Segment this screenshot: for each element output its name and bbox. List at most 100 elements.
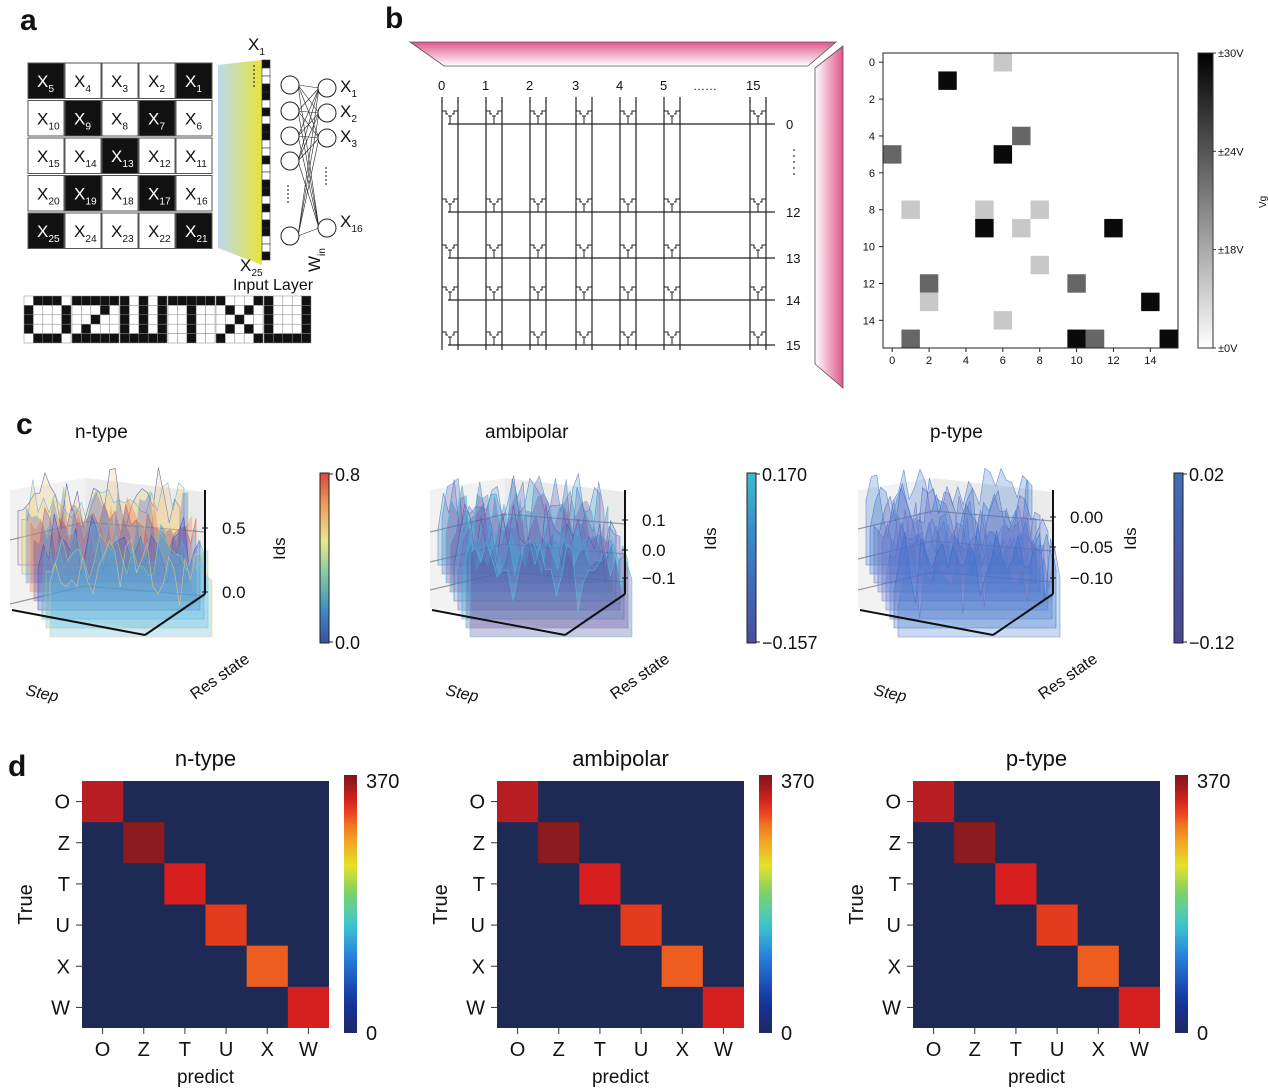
colorbar — [1197, 52, 1214, 349]
step-axis-label: Step — [24, 682, 60, 705]
y-tick-label: T — [889, 874, 901, 896]
input-layer-cell — [261, 219, 271, 229]
letter-pattern-cell-Z — [109, 314, 120, 325]
letter-pattern-cell-O — [33, 295, 44, 306]
heatmap-cell — [1030, 255, 1049, 275]
weight-edge — [297, 137, 320, 237]
input-grid-cell — [101, 62, 139, 99]
x-tick-label: 8 — [1037, 355, 1043, 367]
column-label: 4 — [616, 78, 623, 93]
ellipsis-dot — [253, 69, 255, 71]
weight-edge — [297, 135, 320, 229]
z-axis-label: Ids — [701, 527, 720, 550]
column-label: 1 — [482, 78, 489, 93]
transistor-icon — [664, 331, 680, 345]
input-layer-cell — [261, 67, 271, 77]
surface-ridge — [889, 520, 1053, 620]
ellipsis-dot — [287, 201, 289, 203]
input-grid-cell — [64, 137, 102, 174]
transistor-icon — [486, 286, 502, 300]
matrix-cell-diagonal — [954, 822, 996, 864]
y-tick-label: Z — [58, 833, 70, 855]
y-tick-label: 12 — [863, 278, 875, 290]
z-grid-left — [9, 585, 86, 605]
colorbar-tick-label: 0.8 — [335, 465, 360, 485]
transistor-icon — [442, 286, 458, 300]
letter-pattern-cell-W — [157, 305, 168, 316]
row-label: 13 — [786, 251, 800, 266]
input-grid-label: X8 — [111, 110, 128, 133]
transistor-icon — [486, 110, 502, 124]
y-tick-label: 8 — [869, 205, 875, 217]
panel-c-letter: c — [16, 408, 33, 441]
letter-pattern-cell-W — [119, 305, 130, 316]
letter-pattern-cell-O — [42, 314, 53, 325]
transistor-icon — [576, 286, 592, 300]
input-grid-cell — [27, 137, 65, 174]
ellipsis-dot — [325, 183, 327, 185]
z-tick-label: 0.0 — [222, 583, 246, 602]
input-grid-cell — [138, 137, 176, 174]
letter-pattern-cell-U — [273, 295, 284, 306]
input-grid-cell — [64, 62, 102, 99]
letter-pattern-cell-U — [291, 295, 302, 306]
ellipsis-dot — [325, 171, 327, 173]
matrix-cell-diagonal — [205, 904, 247, 946]
letter-pattern-cell-W — [119, 295, 130, 306]
x-tick-label: 4 — [963, 355, 969, 367]
colorbar — [746, 472, 757, 644]
letter-pattern-cell-U — [291, 305, 302, 316]
colorbar-tick-label: 0 — [366, 1023, 377, 1045]
input-grid-label: X18 — [111, 185, 134, 208]
z-axis-label: Ids — [270, 537, 289, 560]
axis-back-pane — [85, 478, 205, 600]
ellipsis-dot — [287, 185, 289, 187]
ellipsis-dot — [253, 77, 255, 79]
z-tick-label: −0.1 — [642, 569, 676, 588]
z-tick-label: 0.0 — [642, 541, 666, 560]
input-grid-label: X21 — [185, 222, 208, 245]
surface-plot-ambipolar: ambipolar 0.1 0.0 −0.1 Ids Step Res state 0.170… — [429, 422, 818, 706]
res-axis — [992, 593, 1054, 636]
letter-pattern-cell-Z — [99, 333, 110, 344]
z-tick-label: −0.10 — [1070, 569, 1113, 588]
z-grid-left — [857, 571, 934, 591]
z-tick-label: 0.00 — [1070, 508, 1103, 527]
letter-pattern-cell-X — [234, 333, 245, 344]
input-grid-cell — [27, 62, 65, 99]
letter-pattern-cell-O — [61, 333, 72, 344]
output-node — [317, 218, 337, 238]
matrix-cell-diagonal — [620, 904, 662, 946]
transistor-icon — [442, 244, 458, 258]
z-grid-right — [932, 571, 1054, 583]
input-grid-cell — [27, 100, 65, 137]
letter-pattern-cell-Z — [109, 305, 120, 316]
transistor-icon — [750, 331, 766, 345]
z-tick-label: −0.05 — [1070, 538, 1113, 557]
y-tick-label: X — [472, 956, 485, 978]
colorbar — [1173, 472, 1184, 644]
letter-pattern-cell-T — [205, 314, 216, 325]
input-grid-cell — [101, 100, 139, 137]
weight-edge — [297, 84, 320, 89]
y-tick-label: O — [54, 792, 70, 814]
letter-pattern-cell-X — [243, 333, 254, 344]
heatmap-cell — [1104, 218, 1123, 238]
input-grid-label: X22 — [148, 222, 171, 245]
letter-pattern-cell-T — [205, 333, 216, 344]
x-tick-label: T — [594, 1039, 606, 1061]
letter-pattern-cell-X — [253, 323, 264, 334]
surface-ridge — [469, 540, 633, 638]
letter-pattern-cell-X — [225, 314, 236, 325]
letter-pattern-cell-O — [51, 295, 62, 306]
output-label: X1 — [340, 77, 357, 100]
transistor-icon — [530, 331, 546, 345]
input-layer-cell — [261, 211, 271, 221]
y-tick-label: X — [57, 956, 70, 978]
letter-pattern-cell-W — [157, 323, 168, 334]
y-axis-label: True — [430, 884, 452, 924]
output-label: X2 — [340, 102, 357, 125]
projection-gradient — [218, 60, 262, 265]
letter-pattern-cell-T — [177, 333, 188, 344]
letter-pattern-cell-W — [129, 305, 140, 316]
